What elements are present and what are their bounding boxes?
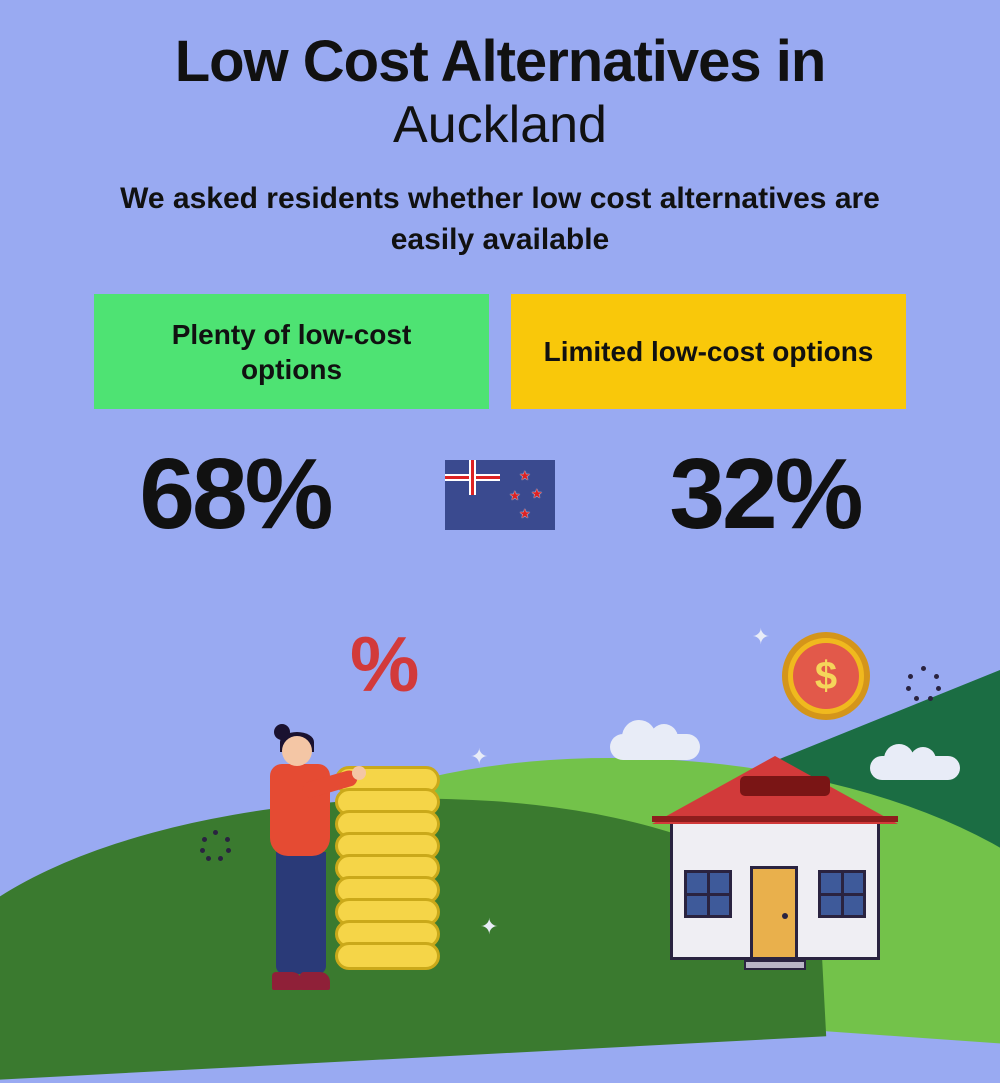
plus-icon: ✦ <box>480 914 498 940</box>
option-boxes: Plenty of low-cost options Limited low-c… <box>0 294 1000 409</box>
flag-container: ★★ ★★ <box>440 460 560 530</box>
sparkle-icon <box>906 666 940 700</box>
dollar-coin-icon: $ <box>782 632 870 720</box>
percent-row: 68% ★★ ★★ 32% <box>0 437 1000 552</box>
title-block: Low Cost Alternatives in Auckland <box>0 0 1000 155</box>
nz-flag-icon: ★★ ★★ <box>445 460 555 530</box>
house-icon <box>670 820 880 960</box>
sparkle-icon <box>200 830 230 860</box>
option-limited-box: Limited low-cost options <box>511 294 906 409</box>
title-city: Auckland <box>0 95 1000 155</box>
dollar-symbol: $ <box>793 643 859 709</box>
title-main: Low Cost Alternatives in <box>0 28 1000 95</box>
plus-icon: ✦ <box>470 744 488 770</box>
coin-stack-icon <box>335 772 440 970</box>
plus-icon: ✦ <box>752 624 770 650</box>
percent-limited: 32% <box>600 437 930 552</box>
option-plenty-label: Plenty of low-cost options <box>124 317 459 387</box>
percent-plenty: 68% <box>70 437 400 552</box>
option-plenty-box: Plenty of low-cost options <box>94 294 489 409</box>
subtitle-text: We asked residents whether low cost alte… <box>120 179 880 260</box>
percent-symbol-icon: % <box>350 619 419 710</box>
illustration-area: $ % ✦ ✦ ✦ <box>0 600 1000 1000</box>
option-limited-label: Limited low-cost options <box>544 334 874 369</box>
